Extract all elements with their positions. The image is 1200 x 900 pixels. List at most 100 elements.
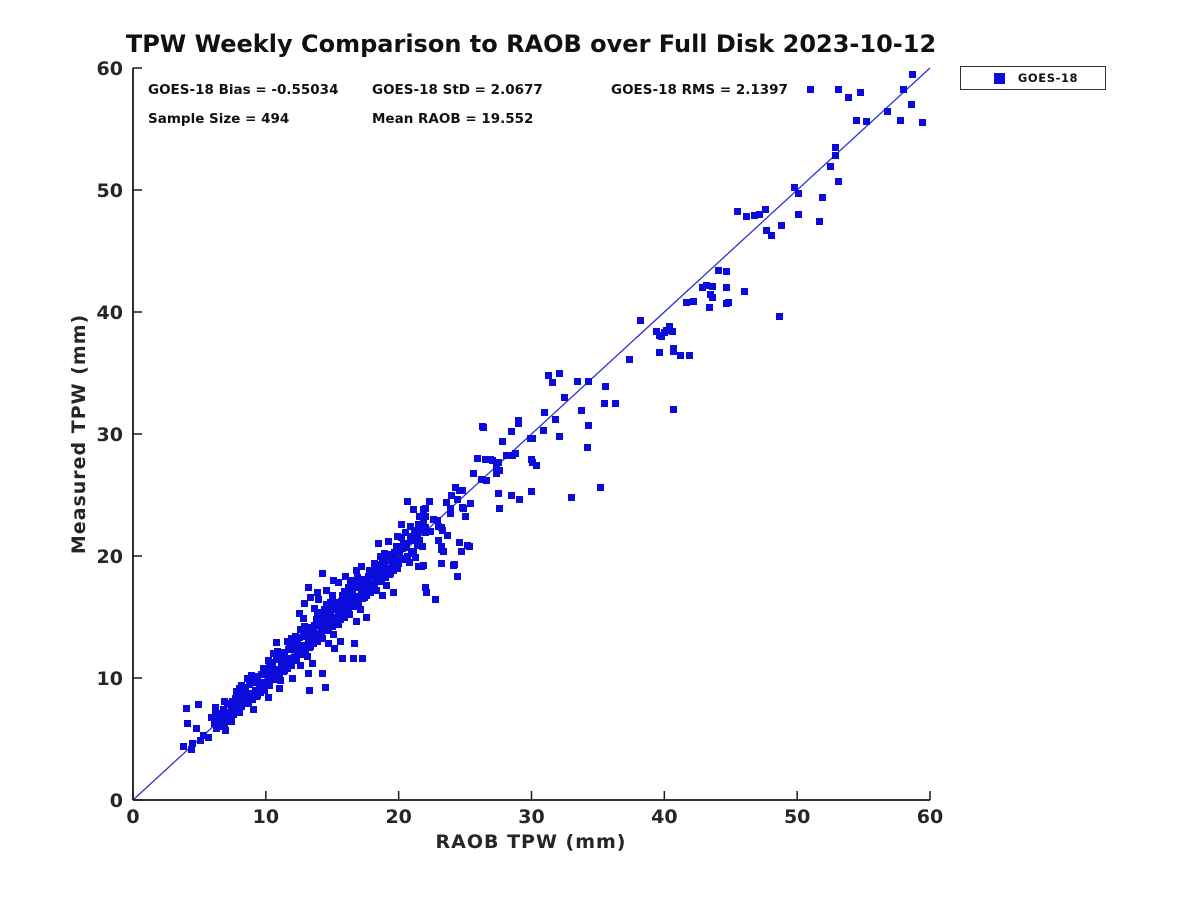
scatter-point [835, 86, 842, 93]
scatter-point [438, 546, 445, 553]
scatter-point [495, 490, 502, 497]
scatter-point [845, 94, 852, 101]
scatter-point [359, 582, 366, 589]
scatter-point [379, 592, 386, 599]
scatter-point [666, 323, 673, 330]
scatter-point [349, 585, 356, 592]
scatter-point [483, 477, 490, 484]
scatter-point [383, 582, 390, 589]
scatter-point [706, 304, 713, 311]
scatter-point [349, 589, 356, 596]
scatter-point [585, 422, 592, 429]
scatter-point [353, 567, 360, 574]
scatter-point [795, 190, 802, 197]
scatter-point [835, 178, 842, 185]
scatter-point [462, 513, 469, 520]
scatter-point [459, 504, 466, 511]
scatter-point [734, 208, 741, 215]
scatter-point [585, 378, 592, 385]
scatter-point [419, 543, 426, 550]
scatter-point [422, 529, 429, 536]
scatter-point [482, 456, 489, 463]
scatter-point [395, 560, 402, 567]
scatter-point [549, 379, 556, 386]
scatter-point [367, 572, 374, 579]
scatter-point [197, 737, 204, 744]
scatter-point [394, 533, 401, 540]
scatter-point [350, 655, 357, 662]
scatter-point [258, 671, 265, 678]
scatter-point [612, 400, 619, 407]
scatter-point [410, 506, 417, 513]
scatter-point [298, 651, 305, 658]
scatter-point [378, 577, 385, 584]
scatter-point [816, 218, 823, 225]
scatter-point [335, 621, 342, 628]
scatter-point [319, 635, 326, 642]
scatter-point [230, 711, 237, 718]
scatter-point [294, 650, 301, 657]
scatter-point [333, 606, 340, 613]
x-tick-label: 30 [518, 806, 544, 828]
scatter-point [375, 540, 382, 547]
scatter-point [289, 675, 296, 682]
scatter-point [470, 470, 477, 477]
scatter-point [568, 494, 575, 501]
scatter-point [414, 531, 421, 538]
scatter-point [533, 462, 540, 469]
scatter-point [512, 450, 519, 457]
scatter-point [426, 498, 433, 505]
scatter-point [670, 406, 677, 413]
scatter-point [909, 71, 916, 78]
scatter-point [296, 634, 303, 641]
scatter-point [338, 601, 345, 608]
scatter-point [399, 545, 406, 552]
scatter-point [306, 687, 313, 694]
scatter-point [448, 492, 455, 499]
scatter-point [217, 723, 224, 730]
stat-bias: GOES-18 Bias = -0.55034 [148, 82, 339, 98]
scatter-point [496, 467, 503, 474]
scatter-point [330, 577, 337, 584]
scatter-point [260, 665, 267, 672]
scatter-point [306, 631, 313, 638]
scatter-point [304, 653, 311, 660]
scatter-point [420, 517, 427, 524]
scatter-point [406, 559, 413, 566]
scatter-point [853, 117, 860, 124]
scatter-point [276, 685, 283, 692]
scatter-point [857, 89, 864, 96]
scatter-point [208, 714, 215, 721]
scatter-point [493, 463, 500, 470]
scatter-point [241, 699, 248, 706]
scatter-point [302, 648, 309, 655]
scatter-point [307, 594, 314, 601]
scatter-point [751, 212, 758, 219]
scatter-point [270, 670, 277, 677]
scatter-point [908, 101, 915, 108]
scatter-point [317, 615, 324, 622]
scatter-point [466, 543, 473, 550]
scatter-point [217, 710, 224, 717]
scatter-point [314, 589, 321, 596]
scatter-point [396, 549, 403, 556]
scatter-point [249, 696, 256, 703]
scatter-point [884, 108, 891, 115]
x-tick-label: 20 [385, 806, 411, 828]
scatter-point [832, 144, 839, 151]
scatter-point [242, 684, 249, 691]
scatter-point [222, 709, 229, 716]
scatter-point [375, 566, 382, 573]
scatter-point [377, 553, 384, 560]
scatter-point [253, 679, 260, 686]
scatter-point [456, 539, 463, 546]
scatter-point [402, 529, 409, 536]
scatter-point [313, 616, 320, 623]
scatter-point [329, 592, 336, 599]
scatter-point [339, 592, 346, 599]
scatter-point [459, 487, 466, 494]
scatter-point [354, 595, 361, 602]
scatter-point [193, 725, 200, 732]
scatter-point [325, 623, 332, 630]
